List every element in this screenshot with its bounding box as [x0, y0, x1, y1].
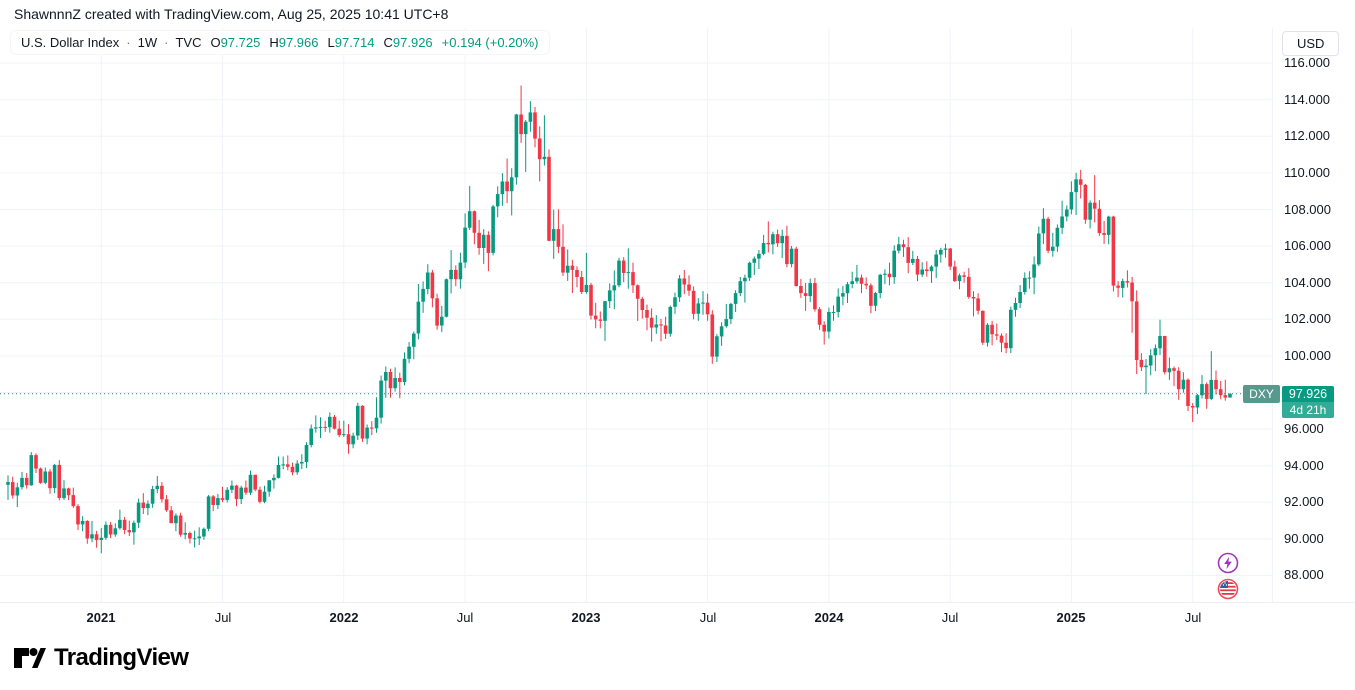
- flash-icon[interactable]: [1217, 552, 1239, 574]
- high-value: 97.966: [278, 35, 319, 50]
- interval-label[interactable]: 1W: [137, 35, 158, 50]
- chart-pane[interactable]: [0, 28, 1272, 602]
- exchange-label[interactable]: TVC: [175, 35, 202, 50]
- symbol-axis-badge: DXY: [1243, 384, 1280, 403]
- price-tick-label: 108.000: [1284, 201, 1331, 217]
- time-tick-label: Jul: [1184, 610, 1202, 625]
- time-tick-label: 2021: [86, 610, 116, 625]
- ohlc-close: C97.926: [384, 35, 433, 50]
- price-tick-label: 94.000: [1284, 457, 1324, 473]
- close-value: 97.926: [392, 35, 433, 50]
- time-axis[interactable]: 2021 Jul 2022 Jul 2023 Jul 2024 Jul 2025 Jul: [0, 602, 1355, 633]
- time-tick-label: Jul: [699, 610, 717, 625]
- change-label: +0.194 (+0.20%): [441, 35, 539, 50]
- price-tick-label: 88.000: [1284, 567, 1324, 583]
- tradingview-logo-mark: [14, 648, 46, 668]
- time-tick-label: Jul: [456, 610, 474, 625]
- time-tick-label: 2023: [571, 610, 601, 625]
- price-tick-label: 110.000: [1284, 164, 1331, 180]
- legend-separator: ·: [164, 35, 169, 50]
- time-tick-label: Jul: [214, 610, 232, 625]
- attribution-text: ShawnnnZ created with TradingView.com, A…: [14, 6, 449, 22]
- low-letter: L: [327, 35, 335, 50]
- time-tick-label: 2024: [814, 610, 844, 625]
- ohlc-open: O97.725: [210, 35, 260, 50]
- ohlc-low: L97.714: [328, 35, 375, 50]
- price-tick-label: 90.000: [1284, 530, 1324, 546]
- price-tick-label: 114.000: [1284, 91, 1331, 107]
- candlestick-chart[interactable]: [0, 28, 1272, 602]
- time-tick-label: 2022: [329, 610, 359, 625]
- price-tick-label: 96.000: [1284, 421, 1324, 437]
- us-flag-icon[interactable]: [1217, 578, 1239, 600]
- low-value: 97.714: [334, 35, 375, 50]
- last-price-value: 97.926: [1288, 386, 1328, 401]
- price-tick-label: 102.000: [1284, 311, 1331, 327]
- price-tick-label: 100.000: [1284, 347, 1331, 363]
- time-tick-label: Jul: [941, 610, 959, 625]
- brand-name: TradingView: [54, 644, 189, 671]
- symbol-title[interactable]: U.S. Dollar Index: [21, 35, 120, 50]
- last-price-badge: 97.926 4d 21h: [1282, 385, 1334, 418]
- bar-countdown: 4d 21h: [1282, 401, 1334, 418]
- time-tick-label: 2025: [1056, 610, 1086, 625]
- currency-button[interactable]: USD: [1282, 31, 1340, 56]
- legend-separator: ·: [126, 35, 131, 50]
- price-axis[interactable]: USD 88.00090.00092.00094.00096.00098.000…: [1272, 28, 1355, 602]
- price-tick-label: 92.000: [1284, 494, 1324, 510]
- price-tick-label: 104.000: [1284, 274, 1331, 290]
- price-tick-label: 112.000: [1284, 128, 1331, 144]
- chart-legend: U.S. Dollar Index · 1W · TVC O97.725 H97…: [10, 30, 550, 55]
- price-tick-label: 116.000: [1284, 55, 1331, 71]
- tradingview-logo[interactable]: TradingView: [12, 643, 189, 673]
- ohlc-high: H97.966: [269, 35, 318, 50]
- close-letter: C: [383, 35, 393, 50]
- open-value: 97.725: [220, 35, 261, 50]
- high-letter: H: [269, 35, 279, 50]
- open-letter: O: [210, 35, 221, 50]
- price-tick-label: 106.000: [1284, 238, 1331, 254]
